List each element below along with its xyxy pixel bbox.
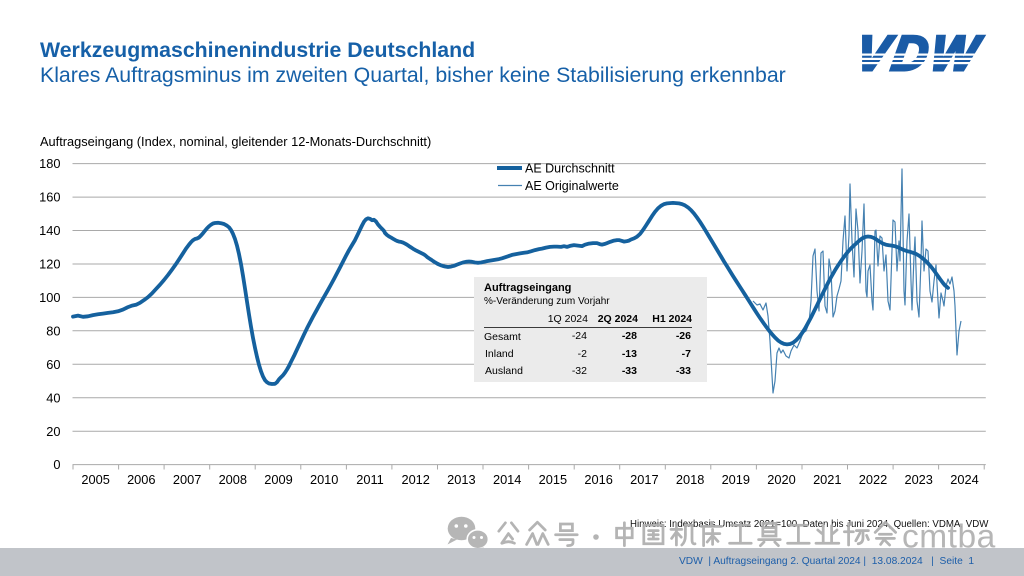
svg-text:2022: 2022 bbox=[859, 472, 887, 487]
svg-text:2007: 2007 bbox=[173, 472, 201, 487]
svg-text:2021: 2021 bbox=[813, 472, 841, 487]
svg-text:80: 80 bbox=[46, 323, 60, 338]
svg-text:2009: 2009 bbox=[264, 472, 292, 487]
svg-text:2017: 2017 bbox=[630, 472, 658, 487]
svg-text:2010: 2010 bbox=[310, 472, 338, 487]
svg-text:2008: 2008 bbox=[219, 472, 247, 487]
svg-text:60: 60 bbox=[46, 357, 60, 372]
svg-text:160: 160 bbox=[39, 190, 60, 205]
svg-text:AE Originalwerte: AE Originalwerte bbox=[525, 179, 619, 193]
svg-text:100: 100 bbox=[39, 290, 60, 305]
svg-text:2016: 2016 bbox=[584, 472, 612, 487]
svg-text:2020: 2020 bbox=[767, 472, 795, 487]
svg-text:2014: 2014 bbox=[493, 472, 521, 487]
svg-text:2023: 2023 bbox=[904, 472, 932, 487]
svg-text:120: 120 bbox=[39, 257, 60, 272]
svg-text:VDW: VDW bbox=[855, 30, 986, 76]
svg-text:2024: 2024 bbox=[950, 472, 978, 487]
svg-text:2013: 2013 bbox=[447, 472, 475, 487]
svg-text:2015: 2015 bbox=[539, 472, 567, 487]
svg-text:2005: 2005 bbox=[81, 472, 109, 487]
svg-text:40: 40 bbox=[46, 390, 60, 405]
svg-text:2018: 2018 bbox=[676, 472, 704, 487]
svg-text:2019: 2019 bbox=[722, 472, 750, 487]
svg-text:20: 20 bbox=[46, 424, 60, 439]
svg-text:AE Durchschnitt: AE Durchschnitt bbox=[525, 162, 615, 176]
svg-text:2012: 2012 bbox=[401, 472, 429, 487]
svg-text:0: 0 bbox=[53, 457, 60, 472]
svg-text:180: 180 bbox=[39, 156, 60, 171]
svg-text:2006: 2006 bbox=[127, 472, 155, 487]
svg-text:140: 140 bbox=[39, 223, 60, 238]
svg-text:2011: 2011 bbox=[356, 472, 384, 487]
